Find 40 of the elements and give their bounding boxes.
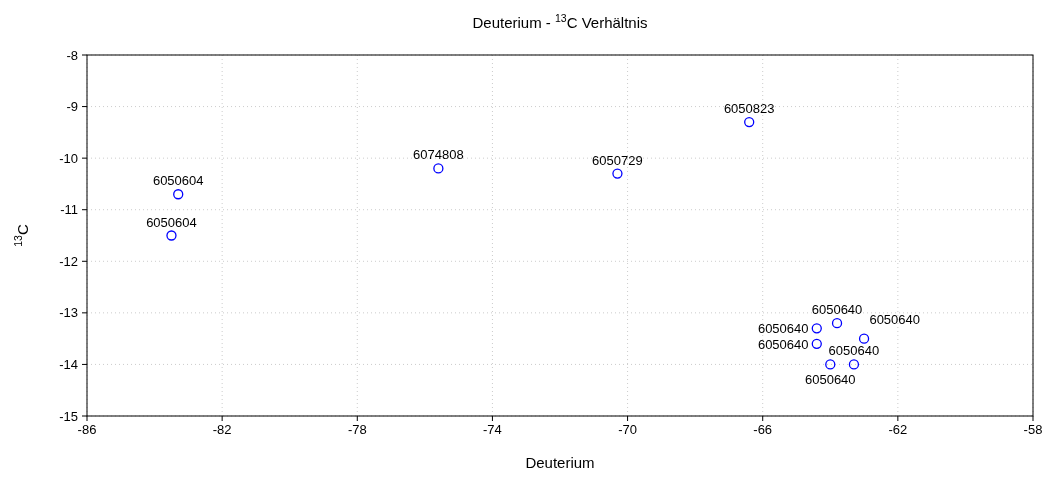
annotation: 6050640 [757,321,809,337]
annotation: 6050640 [869,311,921,327]
point [848,359,860,370]
y-tick-label: -15 [59,408,78,424]
point [831,318,843,329]
annotation: 6050640 [811,302,863,318]
y-tick-label: -12 [59,253,78,269]
point [433,163,444,174]
y-tick-label: -13 [59,305,78,321]
annotation: 6050729 [592,152,643,168]
annotation: 6050640 [804,372,856,388]
point [858,333,870,344]
x-tick-label: -74 [483,422,502,437]
point [825,359,836,370]
x-tick-label: -82 [212,422,232,437]
point [811,338,822,349]
y-tick-label: -10 [59,150,78,166]
annotation: 6050823 [723,101,775,117]
x-axis-title: Deuterium [525,454,595,471]
x-tick-label: -78 [347,422,367,437]
annotation: 6050640 [757,336,809,352]
y-tick-label: -11 [60,202,78,218]
point [173,189,184,200]
x-tick-label: -62 [888,422,908,437]
y-tick-label: -14 [59,356,78,372]
annotation: 6050604 [146,214,197,230]
point [612,168,623,179]
y-tick-label: -8 [66,47,78,63]
annotation: 6050640 [828,343,880,359]
point [744,116,755,128]
x-tick-label: -86 [77,422,97,437]
point [166,230,177,241]
x-tick-label: -70 [618,422,637,437]
chart-title: Deuterium - $^{13}$C Verhältnis [472,12,648,31]
annotation: 6074808 [413,147,464,163]
point [811,323,822,334]
x-tick-label: -58 [1023,422,1043,437]
y-tick-label: -9 [66,99,78,115]
x-tick-label: -66 [753,422,773,437]
annotation: 6050604 [152,173,204,189]
